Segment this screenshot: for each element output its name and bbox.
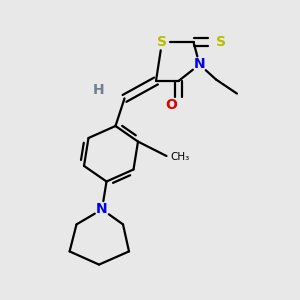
Text: N: N [194, 58, 205, 71]
Text: CH₃: CH₃ [170, 152, 190, 162]
Text: N: N [96, 202, 108, 216]
Text: S: S [216, 35, 226, 49]
Text: H: H [93, 83, 104, 97]
Text: O: O [165, 98, 177, 112]
Text: S: S [157, 35, 167, 49]
